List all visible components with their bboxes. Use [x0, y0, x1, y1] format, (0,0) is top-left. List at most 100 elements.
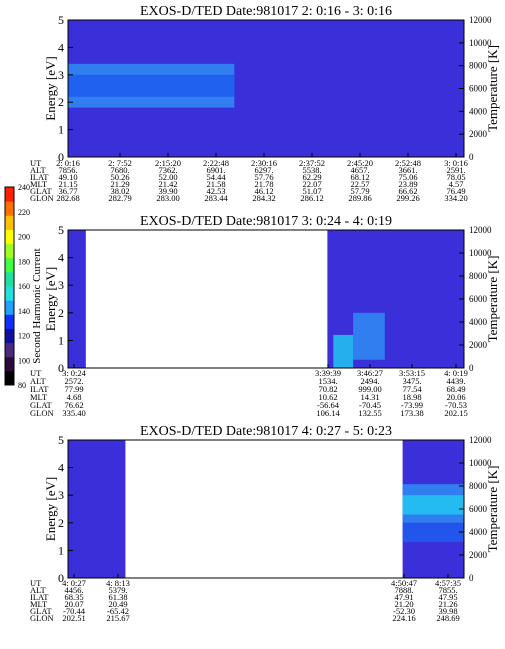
row-value: 2: 7:52: [108, 158, 132, 168]
row-value: 20.06: [446, 392, 465, 402]
y2-tick-label: 2000: [469, 129, 488, 139]
colorbar-label: Second Harmonic Current: [31, 248, 43, 363]
colorbar-frame: [4, 186, 15, 386]
y2-tick-label: 10000: [469, 458, 492, 468]
row-value: 21.78: [254, 179, 273, 189]
row-value: 202.15: [444, 408, 467, 418]
row-value: 22.57: [350, 179, 369, 189]
row-value: 3:46:27: [357, 368, 383, 378]
row-value: 68.35: [64, 592, 83, 602]
row-value: 47.91: [394, 592, 413, 602]
y2-tick-label: 4000: [469, 527, 488, 537]
y-tick-label: 5: [58, 13, 64, 27]
row-label: ILAT: [30, 384, 49, 394]
colorbar-segment: [5, 201, 14, 216]
row-value: 2:37:52: [299, 158, 325, 168]
row-value: 68.12: [350, 172, 369, 182]
panel-3: EXOS-D/TED Date:981017 4: 0:27 - 5: 0:23…: [30, 424, 500, 623]
row-value: 66.62: [398, 186, 417, 196]
row-value: 334.20: [444, 193, 467, 203]
row-value: 21.26: [438, 599, 457, 609]
row-value: 4456.: [64, 585, 83, 595]
row-label: GLON: [30, 408, 54, 418]
row-value: 50.26: [110, 172, 129, 182]
row-value: 76.49: [446, 186, 465, 196]
row-value: 4: 8:13: [106, 578, 130, 588]
energy-band: [353, 312, 385, 360]
row-value: 2494.: [360, 376, 379, 386]
row-value: 68.49: [446, 384, 465, 394]
y2-tick-label: 10000: [469, 248, 492, 258]
colorbar-tick-label: 200: [18, 233, 30, 242]
y-tick-label: 4: [58, 461, 64, 475]
y-tick-label: 0: [58, 150, 64, 164]
colorbar-tick-label: 240: [18, 183, 30, 192]
y2-axis-label: Temperature [K]: [485, 45, 500, 132]
y2-tick-label: 0: [469, 573, 474, 583]
y2-axis-label: Temperature [K]: [485, 466, 500, 553]
row-value: 6901.: [206, 165, 225, 175]
y-tick-label: 3: [58, 488, 64, 502]
row-value: 4:57:35: [435, 578, 461, 588]
row-value: 2:30:16: [251, 158, 277, 168]
y-tick-label: 2: [58, 95, 64, 109]
y-tick-label: 0: [58, 571, 64, 585]
colorbar-segment: [5, 271, 14, 287]
colorbar-segment: [5, 257, 14, 273]
panel-title: EXOS-D/TED Date:981017 4: 0:27 - 5: 0:23: [140, 424, 392, 439]
row-value: 78.05: [446, 172, 465, 182]
row-value: 47.95: [438, 592, 457, 602]
y2-tick-label: 8000: [469, 271, 488, 281]
row-label: GLAT: [30, 606, 53, 616]
row-value: 20.49: [108, 599, 127, 609]
y2-tick-label: 10000: [469, 38, 492, 48]
row-value: 283.00: [156, 193, 179, 203]
panel-title: EXOS-D/TED Date:981017 2: 0:16 - 3: 0:16: [140, 4, 392, 19]
row-value: 215.67: [106, 613, 129, 623]
y-tick-label: 4: [58, 40, 64, 54]
energy-band: [333, 334, 354, 368]
data-block: [68, 440, 126, 578]
row-value: 173.38: [400, 408, 423, 418]
y-tick-label: 5: [58, 223, 64, 237]
row-label: UT: [30, 368, 42, 378]
row-value: 14.31: [360, 392, 379, 402]
colorbar-tick-label: 160: [18, 282, 30, 291]
panel-1: EXOS-D/TED Date:981017 2: 0:16 - 3: 0:16…: [30, 4, 500, 203]
row-label: UT: [30, 158, 42, 168]
row-value: 22.07: [302, 179, 321, 189]
colorbar-segment: [5, 328, 14, 344]
row-value: 2:22:48: [203, 158, 229, 168]
row-value: 7362.: [158, 165, 177, 175]
row-value: 23.89: [398, 179, 417, 189]
y2-tick-label: 6000: [469, 84, 488, 94]
row-label: ALT: [30, 376, 47, 386]
row-value: 4.68: [67, 392, 82, 402]
energy-band: [68, 74, 235, 97]
row-value: 21.15: [58, 179, 77, 189]
colorbar-tick-label: 100: [18, 356, 30, 365]
row-value: 5379.: [108, 585, 127, 595]
row-value: 3661.: [398, 165, 417, 175]
colorbar-tick-label: 140: [18, 307, 30, 316]
y2-tick-label: 0: [469, 363, 474, 373]
row-value: 76.62: [64, 400, 83, 410]
row-value: 283.44: [204, 193, 228, 203]
y2-tick-label: 12000: [469, 225, 492, 235]
panel-title: EXOS-D/TED Date:981017 3: 0:24 - 4: 0:19: [140, 214, 392, 229]
colorbar-segment: [5, 342, 14, 358]
row-value: 52.00: [158, 172, 177, 182]
row-value: 2: 0:16: [56, 158, 80, 168]
row-value: 2:45:20: [347, 158, 373, 168]
row-value: 21.42: [158, 179, 177, 189]
row-value: 4: 0:19: [444, 368, 468, 378]
panel-2: EXOS-D/TED Date:981017 3: 0:24 - 4: 0:19…: [30, 214, 500, 418]
colorbar-segment: [5, 187, 14, 202]
row-value: 202.51: [62, 613, 85, 623]
row-label: GLON: [30, 193, 54, 203]
row-value: 18.98: [402, 392, 421, 402]
row-value: 10.62: [318, 392, 337, 402]
row-label: GLAT: [30, 186, 53, 196]
row-value: 299.26: [396, 193, 419, 203]
